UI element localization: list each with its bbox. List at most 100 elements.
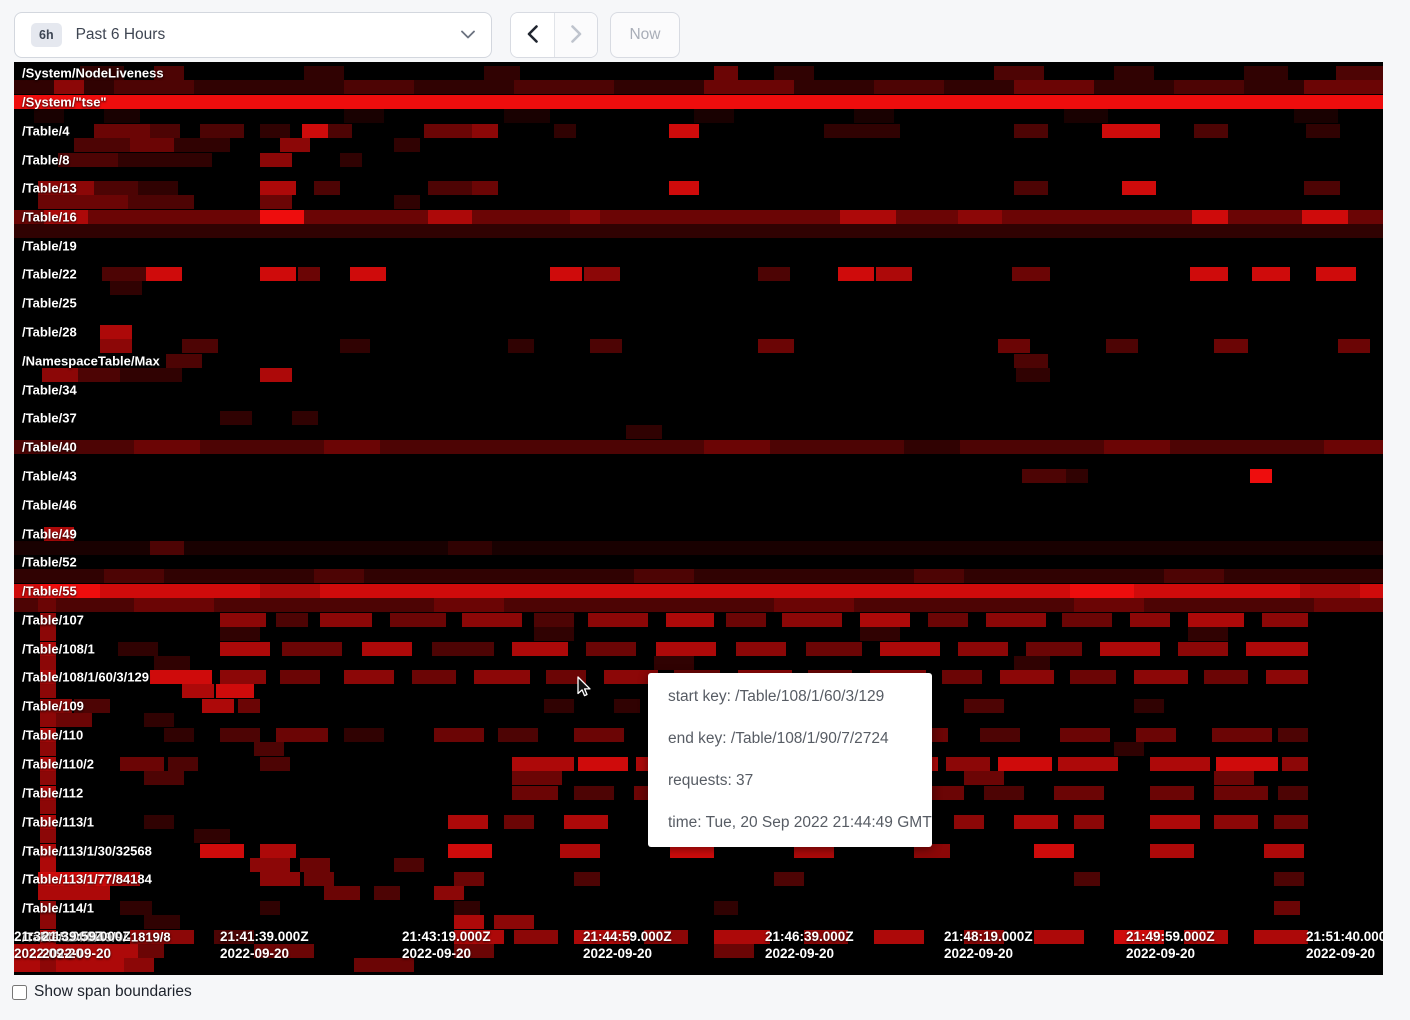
- heatmap-cell: [38, 886, 110, 900]
- time-range-toolbar: 6h Past 6 Hours Now: [14, 12, 680, 58]
- heatmap-cell: [1294, 109, 1338, 123]
- x-axis-time: 21:38:19.000Z: [14, 929, 103, 944]
- heatmap-cell: [574, 728, 624, 742]
- heatmap-cell: [390, 613, 446, 627]
- heatmap-cell: [1214, 771, 1254, 785]
- heatmap-cell: [1214, 339, 1248, 353]
- heatmap-cell: [512, 771, 562, 785]
- heatmap-cell: [626, 425, 662, 439]
- heatmap-cell: [1282, 757, 1308, 771]
- heatmap-cell: [1150, 815, 1200, 829]
- heatmap-cell: [794, 844, 834, 858]
- heatmap-cell: [428, 210, 472, 224]
- heatmap-cell: [904, 440, 960, 454]
- heatmap-cell: [40, 742, 56, 756]
- heatmap-cell: [260, 844, 296, 858]
- row-label: /Table/28: [22, 324, 77, 340]
- heatmap-cell: [1178, 642, 1228, 656]
- heatmap-cell: [214, 930, 254, 944]
- heatmap-cell: [448, 541, 492, 555]
- heatmap-cell: [40, 684, 56, 698]
- row-label: /Table/49: [22, 526, 77, 542]
- heatmap-cell: [280, 670, 320, 684]
- heatmap-cell: [1190, 267, 1228, 281]
- heatmap-cell: [298, 267, 320, 281]
- heatmap-cell: [102, 267, 146, 281]
- heatmap-cell: [654, 656, 694, 670]
- heatmap-cell: [354, 958, 414, 972]
- heatmap-cell: [74, 138, 130, 152]
- heatmap-cell: [448, 815, 488, 829]
- heatmap-cell: [1150, 786, 1194, 800]
- x-axis-time: 21:44:59.000Z: [583, 929, 672, 944]
- heatmap-cell: [40, 958, 56, 972]
- time-range-select[interactable]: 6h Past 6 Hours: [14, 12, 492, 58]
- heatmap-cell: [544, 699, 574, 713]
- heatmap-cell: [454, 930, 504, 944]
- row-label: /Table/113/1/77/84184: [22, 871, 152, 887]
- heatmap-cell: [1114, 66, 1154, 80]
- heatmap-cell: [14, 944, 58, 958]
- heatmap-cell: [914, 844, 950, 858]
- x-axis-time: 21:48:19.000Z: [944, 929, 1033, 944]
- heatmap-cell: [40, 699, 72, 713]
- heatmap-cell: [114, 80, 194, 94]
- heatmap-cell: [56, 713, 92, 727]
- heatmap-cell: [200, 844, 244, 858]
- heatmap-cell: [434, 598, 504, 612]
- prev-time-button[interactable]: [511, 13, 554, 57]
- heatmap-cell: [462, 613, 522, 627]
- heatmap-cell: [1188, 627, 1228, 641]
- heatmap-cell: [304, 66, 344, 80]
- row-label: /Table/114/1: [22, 900, 95, 916]
- heatmap-cell: [1266, 670, 1308, 684]
- heatmap-cell: [590, 339, 622, 353]
- row-label: /Table/113/1/30/32568: [22, 843, 152, 859]
- x-axis-label: 21:38:19.000Z 2022-09-20: [14, 928, 103, 962]
- heatmap-cell: [58, 944, 138, 958]
- heatmap-cell: [1216, 757, 1278, 771]
- heatmap-cell: [260, 584, 320, 598]
- heatmap-cell: [758, 267, 790, 281]
- heatmap-cell: [182, 339, 218, 353]
- show-span-boundaries-checkbox[interactable]: [12, 984, 27, 1000]
- heatmap-cell: [588, 613, 648, 627]
- heatmap-cell: [14, 541, 1383, 555]
- heatmap-cell: [428, 181, 472, 195]
- x-axis-date: 2022-09-20: [402, 946, 472, 961]
- row-label: /NamespaceTable/Max: [22, 353, 160, 369]
- now-button[interactable]: Now: [610, 12, 680, 58]
- x-axis-time: 21:46:39.000Z: [765, 929, 854, 944]
- heatmap-cell: [124, 958, 154, 972]
- key-visualizer-canvas[interactable]: /System/NodeLiveness/System/"tse" /Table/…: [14, 62, 1383, 975]
- tooltip-requests: requests: 37: [668, 772, 754, 789]
- heatmap-cell: [824, 124, 870, 138]
- heatmap-cell: [144, 713, 174, 727]
- next-time-button[interactable]: [554, 13, 597, 57]
- x-axis-date: 2022-09-20: [1126, 946, 1196, 961]
- heatmap-cell: [154, 66, 184, 80]
- heatmap-cell: [350, 267, 386, 281]
- chevron-left-icon: [527, 24, 538, 46]
- heatmap-cell: [1014, 124, 1048, 138]
- heatmap-cell: [38, 181, 94, 195]
- heatmap-cell: [42, 368, 78, 382]
- heatmap-cell: [130, 930, 194, 944]
- heatmap-cell: [78, 368, 120, 382]
- heatmap-cell: [860, 613, 910, 627]
- x-axis-label: 21:46:39.000Z 2022-09-20: [765, 928, 854, 962]
- heatmap-cell: [714, 66, 738, 80]
- heatmap-cell: [394, 195, 420, 209]
- heatmap-cell: [276, 728, 328, 742]
- heatmap-cell: [584, 267, 620, 281]
- row-label: /Table/55: [22, 583, 77, 599]
- heatmap-cell: [324, 886, 360, 900]
- heatmap-cell: [1214, 786, 1268, 800]
- heatmap-cell: [514, 80, 614, 94]
- heatmap-cell: [40, 786, 56, 800]
- heatmap-cell: [860, 627, 900, 641]
- heatmap-cell: [1054, 786, 1104, 800]
- heatmap-cell: [1014, 656, 1050, 670]
- heatmap-cell: [292, 411, 318, 425]
- heatmap-cell: [714, 944, 754, 958]
